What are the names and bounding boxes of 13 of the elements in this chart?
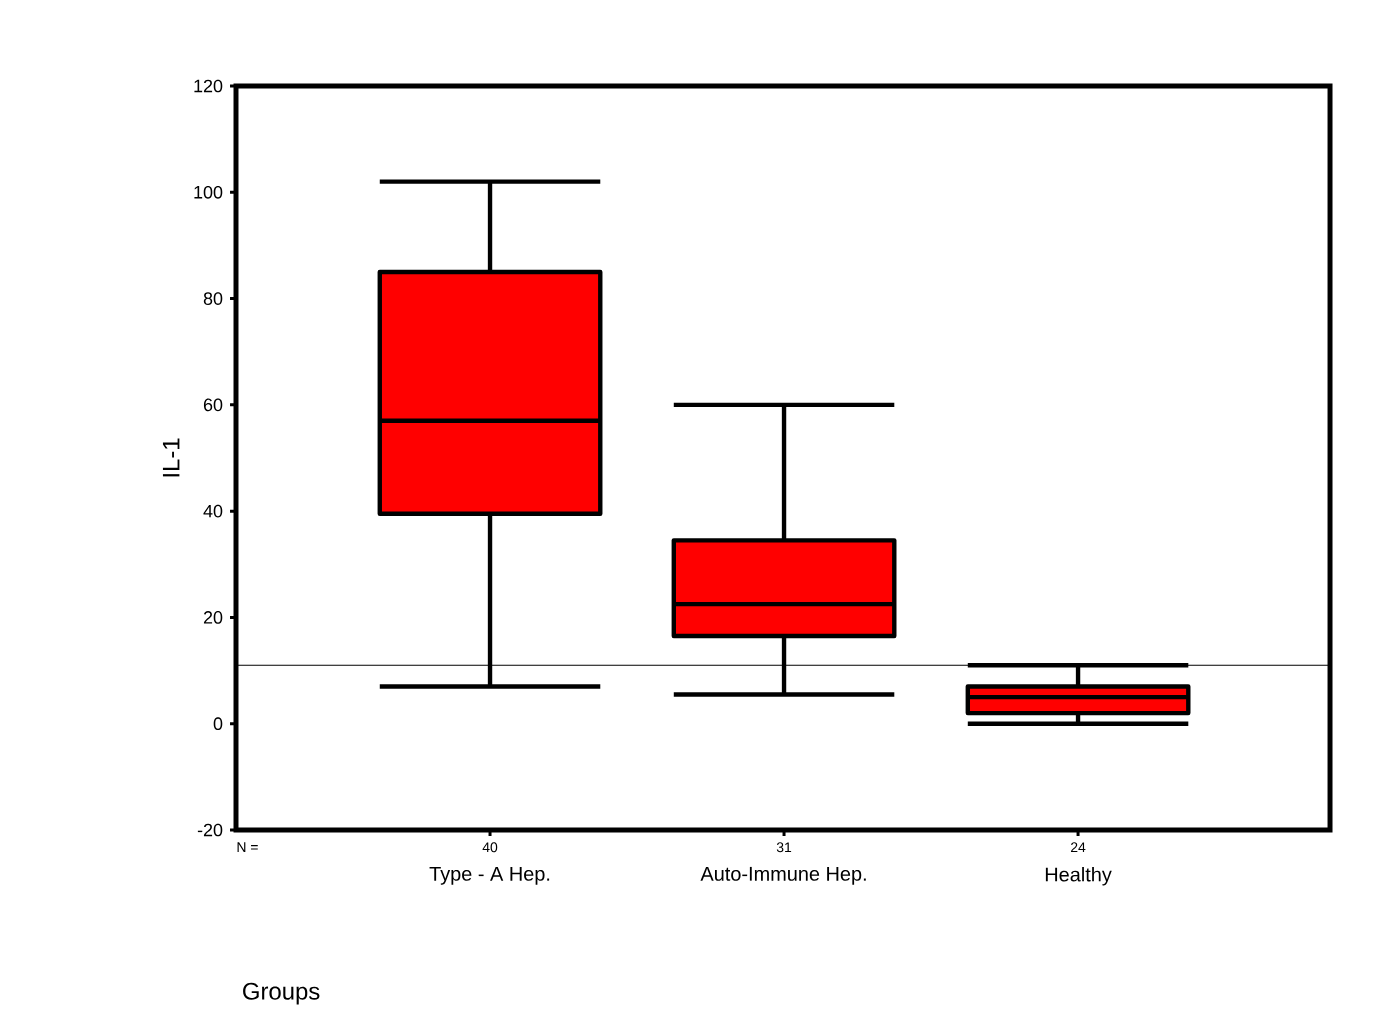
y-tick-label: -20 — [197, 823, 223, 837]
y-tick-label: 60 — [203, 398, 223, 412]
x-axis-title: Groups — [243, 982, 320, 1005]
y-axis-title: IL-1 — [162, 438, 180, 477]
y-tick-label: 40 — [203, 504, 223, 518]
y-tick-label: 20 — [203, 611, 223, 624]
y-tick-label: 80 — [203, 292, 223, 305]
y-tick-label: 100 — [194, 185, 223, 199]
x-tick-label: Type - A Hep. — [429, 866, 550, 885]
y-tick-label: 120 — [194, 79, 223, 93]
x-tick-label: Auto-Immune Hep. — [700, 866, 866, 885]
x-tick-label: Healthy — [1045, 866, 1112, 886]
y-tick-label: 0 — [213, 717, 223, 731]
